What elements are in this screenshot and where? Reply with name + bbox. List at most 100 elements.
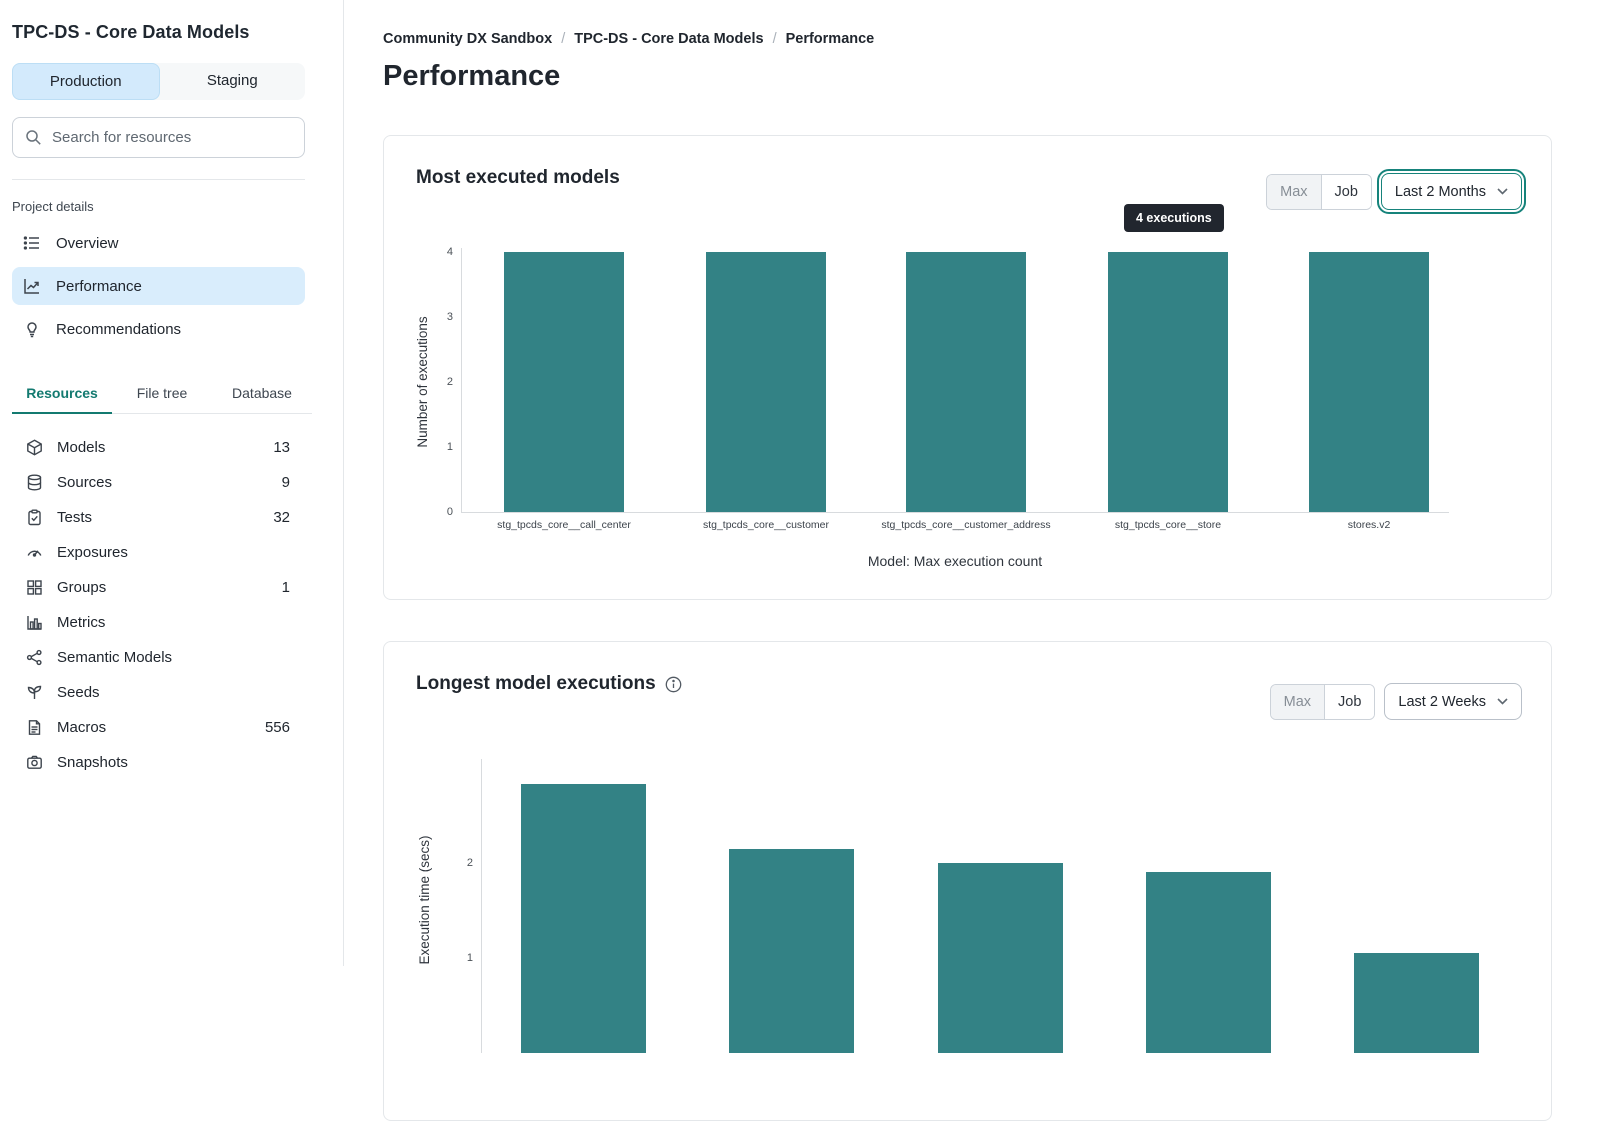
job-button[interactable]: Job <box>1325 684 1375 719</box>
x-axis-title: Model: Max execution count <box>867 553 1043 569</box>
breadcrumb: Community DX Sandbox / TPC-DS - Core Data … <box>383 31 874 47</box>
resource-item-semantic-models[interactable]: Semantic Models <box>12 640 294 675</box>
resource-label: Macros <box>57 719 107 736</box>
x-axis-line <box>461 512 1449 513</box>
resource-label: Models <box>57 439 106 456</box>
search-box[interactable] <box>12 117 305 158</box>
env-tab-staging[interactable]: Staging <box>206 72 258 89</box>
chart2-range-value: Last 2 Weeks <box>1398 693 1486 710</box>
chart2-range-select[interactable]: Last 2 Weeks <box>1384 683 1522 720</box>
sidebar-divider <box>12 179 305 180</box>
sidebar-item-label: Recommendations <box>56 320 182 338</box>
bar-3[interactable] <box>1145 871 1271 1053</box>
max-button[interactable]: Max <box>1267 174 1322 209</box>
y-axis-title: Execution time (secs) <box>417 835 432 965</box>
lightbulb-icon <box>23 320 41 338</box>
tab-database[interactable]: Database <box>232 385 292 401</box>
bar-3[interactable] <box>1108 252 1228 512</box>
resource-item-snapshots[interactable]: Snapshots <box>12 745 294 780</box>
breadcrumb-item[interactable]: TPC-DS - Core Data Models <box>574 31 764 47</box>
y-tick-label: 1 <box>466 952 473 964</box>
sidebar-item-overview[interactable]: Overview <box>12 224 305 262</box>
y-tick-label: 4 <box>446 246 453 258</box>
network-icon <box>26 649 57 666</box>
breadcrumb-separator: / <box>772 31 777 47</box>
chart2-controls: Max Job Last 2 Weeks <box>1269 683 1522 720</box>
y-tick-label: 1 <box>446 441 453 453</box>
sidebar: TPC-DS - Core Data Models Production Stag… <box>0 0 344 966</box>
x-category-label: stores.v2 <box>1347 519 1391 531</box>
y-tick-label: 2 <box>446 376 453 388</box>
resource-count: 9 <box>281 474 290 491</box>
resource-item-models[interactable]: Models 13 <box>12 430 294 465</box>
resource-label: Seeds <box>57 684 100 701</box>
breadcrumb-separator: / <box>561 31 566 47</box>
chart2-max-job-toggle: Max Job <box>1269 683 1376 720</box>
tab-resources[interactable]: Resources <box>12 375 112 414</box>
bar-1[interactable] <box>706 252 826 512</box>
bar-4[interactable] <box>1309 252 1429 512</box>
chart1-range-select[interactable]: Last 2 Months <box>1376 169 1527 214</box>
chart1-max-job-toggle: Max Job <box>1266 173 1372 210</box>
cube-icon <box>26 439 57 456</box>
sidebar-item-recommendations[interactable]: Recommendations <box>12 310 305 348</box>
database-icon <box>26 474 57 491</box>
resource-item-tests[interactable]: Tests 32 <box>12 500 294 535</box>
grid-icon <box>26 579 57 596</box>
project-details-label: Project details <box>12 199 94 214</box>
resource-count: 13 <box>273 439 290 456</box>
chevron-down-icon <box>1497 188 1508 195</box>
bar-4[interactable] <box>1353 953 1479 1053</box>
chart-tooltip: 4 executions <box>1124 204 1224 232</box>
most-executed-models-card: Most executed models Max Job Last 2 Mont… <box>383 135 1552 600</box>
camera-icon <box>26 754 57 771</box>
resource-item-seeds[interactable]: Seeds <box>12 675 294 710</box>
x-category-label: stg_tpcds_core__store <box>1114 519 1222 531</box>
gauge-icon <box>26 544 57 561</box>
environment-toggle: Production Staging <box>12 63 305 100</box>
bar-0[interactable] <box>520 784 646 1053</box>
bar-2[interactable] <box>906 252 1026 512</box>
resource-item-sources[interactable]: Sources 9 <box>12 465 294 500</box>
resource-item-groups[interactable]: Groups 1 <box>12 570 294 605</box>
y-tick-label: 0 <box>446 506 453 518</box>
resource-label: Metrics <box>57 614 106 631</box>
bar-1[interactable] <box>728 848 854 1053</box>
search-input[interactable] <box>52 129 292 146</box>
chart1-controls: Max Job Last 2 Months <box>1266 169 1527 214</box>
resource-count: 556 <box>264 719 290 736</box>
resource-list: Models 13 Sources 9 Tests 32 Exposures Groups 1 M… <box>12 430 343 780</box>
resource-label: Semantic Models <box>57 649 173 666</box>
breadcrumb-item: Performance <box>785 31 875 47</box>
resource-item-exposures[interactable]: Exposures <box>12 535 294 570</box>
sidebar-item-label: Performance <box>56 277 142 295</box>
env-tab-production[interactable]: Production <box>12 63 160 100</box>
breadcrumb-item[interactable]: Community DX Sandbox <box>383 31 553 47</box>
sidebar-item-performance[interactable]: Performance <box>12 267 305 305</box>
trend-icon <box>23 277 41 295</box>
resource-label: Snapshots <box>57 754 128 771</box>
main-content: Community DX Sandbox / TPC-DS - Core Data … <box>345 0 1621 1121</box>
max-button[interactable]: Max <box>1270 684 1326 719</box>
file-icon <box>26 719 57 736</box>
y-axis-line <box>481 759 482 1053</box>
page-title: Performance <box>383 60 561 92</box>
clipboard-check-icon <box>26 509 57 526</box>
search-icon <box>25 129 42 146</box>
resource-count: 32 <box>273 509 290 526</box>
list-icon <box>23 234 41 252</box>
resource-item-macros[interactable]: Macros 556 <box>12 710 294 745</box>
sidebar-item-label: Overview <box>56 234 119 252</box>
bar-0[interactable] <box>504 252 624 512</box>
info-icon[interactable] <box>665 676 682 693</box>
sidebar-tabs: Resources File tree Database <box>12 375 312 414</box>
resource-label: Exposures <box>57 544 128 561</box>
resource-count: 1 <box>281 579 290 596</box>
project-title: TPC-DS - Core Data Models <box>12 22 250 42</box>
resource-item-metrics[interactable]: Metrics <box>12 605 294 640</box>
tab-file-tree[interactable]: File tree <box>136 385 188 401</box>
job-button[interactable]: Job <box>1321 174 1371 209</box>
resource-label: Sources <box>57 474 113 491</box>
bar-2[interactable] <box>937 863 1063 1053</box>
resource-label: Tests <box>57 509 93 526</box>
